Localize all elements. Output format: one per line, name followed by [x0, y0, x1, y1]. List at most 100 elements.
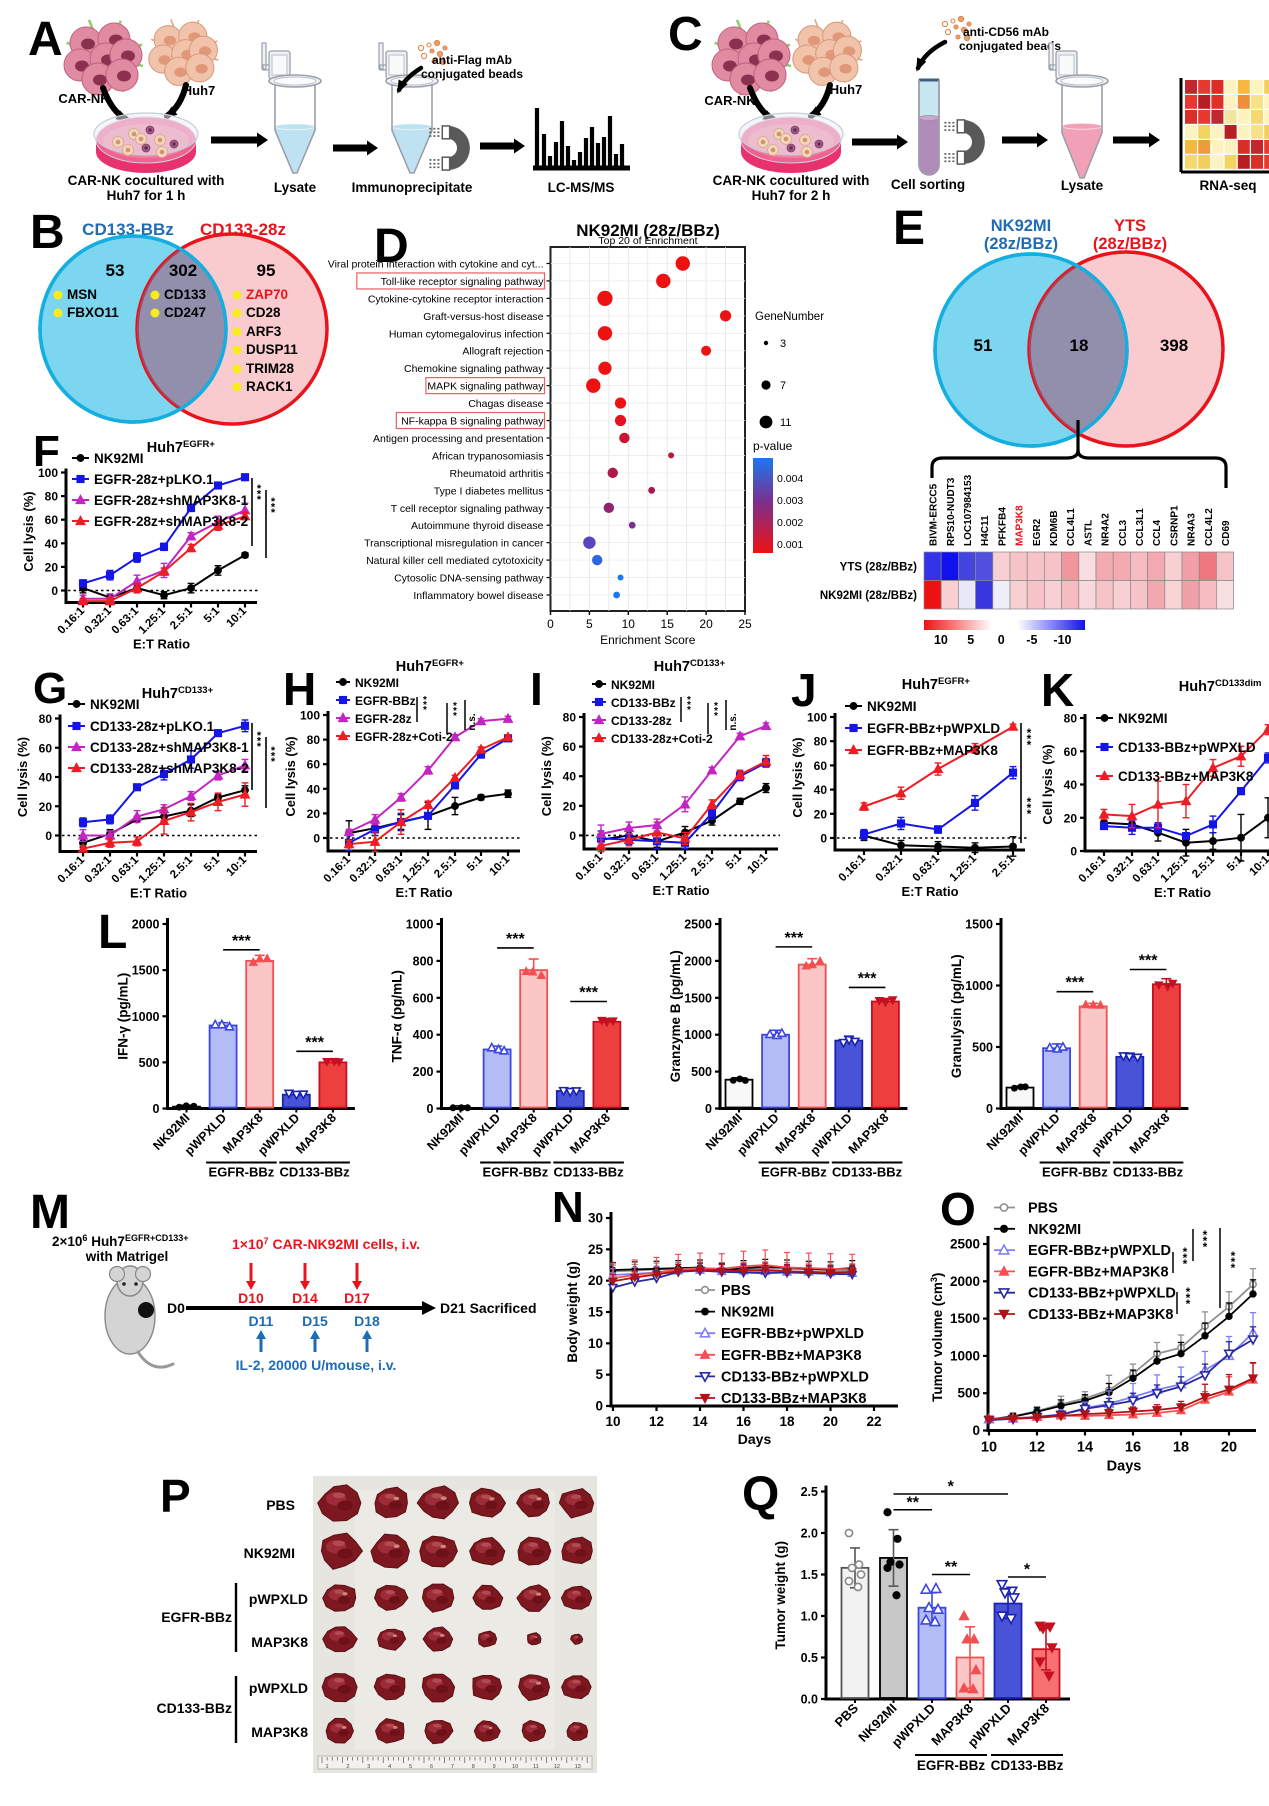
- svg-text:EGFR-28z: EGFR-28z: [355, 712, 412, 726]
- svg-text:Top 20 of Enrichment: Top 20 of Enrichment: [598, 235, 697, 247]
- svg-text:60: 60: [307, 758, 321, 772]
- svg-text:CD133-BBz: CD133-BBz: [1113, 1165, 1184, 1180]
- svg-text:95: 95: [257, 261, 276, 280]
- svg-text:NK92MI: NK92MI: [1028, 1222, 1081, 1238]
- svg-text:CAR-NK cocultured with: CAR-NK cocultured with: [713, 173, 870, 188]
- svg-text:60: 60: [563, 740, 577, 754]
- svg-text:Cell lysis (%): Cell lysis (%): [1040, 744, 1055, 824]
- svg-text:Type I diabetes mellitus: Type I diabetes mellitus: [434, 485, 544, 497]
- svg-text:Rheumatoid arthritis: Rheumatoid arthritis: [450, 468, 544, 480]
- svg-text:0: 0: [1070, 845, 1077, 859]
- svg-text:B: B: [30, 206, 65, 259]
- svg-text:CCL4L2: CCL4L2: [1204, 508, 1215, 546]
- svg-text:***: ***: [1139, 953, 1158, 970]
- svg-text:CAR-NK: CAR-NK: [58, 91, 110, 106]
- svg-text:n.s.: n.s.: [728, 713, 739, 730]
- svg-text:PFKFB4: PFKFB4: [997, 507, 1008, 546]
- svg-text:18: 18: [1173, 1440, 1189, 1456]
- svg-text:CD133-BBz: CD133-BBz: [611, 696, 676, 710]
- svg-text:ASTL: ASTL: [1083, 520, 1094, 546]
- svg-text:0.001: 0.001: [777, 539, 803, 551]
- svg-text:60: 60: [1064, 745, 1078, 759]
- svg-text:*: *: [423, 705, 427, 716]
- svg-text:10: 10: [934, 633, 948, 647]
- svg-text:*: *: [1186, 1285, 1191, 1299]
- svg-text:TNF-α (pg/mL): TNF-α (pg/mL): [390, 970, 405, 1062]
- svg-text:p-value: p-value: [753, 439, 793, 453]
- svg-text:*: *: [1027, 801, 1032, 815]
- svg-text:0: 0: [972, 1423, 980, 1438]
- svg-text:*: *: [257, 489, 262, 501]
- svg-text:*: *: [271, 507, 276, 519]
- svg-text:Autoimmune thyroid disease: Autoimmune thyroid disease: [411, 520, 544, 532]
- svg-text:L: L: [98, 906, 127, 959]
- svg-text:25: 25: [588, 1242, 604, 1257]
- svg-text:CD247: CD247: [164, 305, 206, 320]
- svg-text:0: 0: [51, 584, 58, 598]
- svg-text:*: *: [257, 730, 262, 742]
- svg-text:14: 14: [692, 1414, 708, 1429]
- svg-text:DUSP11: DUSP11: [246, 342, 298, 357]
- svg-text:60: 60: [39, 741, 53, 755]
- svg-text:NK92MI: NK92MI: [90, 697, 140, 712]
- svg-text:E:T Ratio: E:T Ratio: [901, 884, 958, 899]
- svg-text:EGFR-BBz+MAP3K8: EGFR-BBz+MAP3K8: [721, 1348, 862, 1364]
- svg-text:1500: 1500: [132, 964, 160, 978]
- svg-text:20: 20: [699, 617, 713, 631]
- svg-text:15: 15: [661, 617, 675, 631]
- svg-text:0.0: 0.0: [801, 1693, 818, 1707]
- svg-text:-5: -5: [1026, 633, 1037, 647]
- svg-text:KDM6B: KDM6B: [1049, 510, 1060, 546]
- svg-text:*: *: [257, 741, 262, 753]
- svg-text:1500: 1500: [950, 1311, 980, 1326]
- svg-text:Huh7 for 1 h: Huh7 for 1 h: [107, 188, 186, 203]
- svg-text:10: 10: [512, 1764, 518, 1770]
- svg-text:Antigen processing and present: Antigen processing and presentation: [373, 433, 544, 445]
- svg-text:CD133-BBz+pWPXLD: CD133-BBz+pWPXLD: [1028, 1286, 1176, 1302]
- svg-text:0: 0: [986, 1102, 993, 1116]
- svg-text:18: 18: [779, 1414, 795, 1429]
- svg-text:12: 12: [649, 1414, 664, 1429]
- svg-text:0.004: 0.004: [777, 473, 803, 485]
- svg-text:EGFR-BBz+pWPXLD: EGFR-BBz+pWPXLD: [1028, 1243, 1171, 1259]
- svg-text:E:T Ratio: E:T Ratio: [1154, 885, 1211, 900]
- svg-text:D15: D15: [302, 1313, 328, 1329]
- svg-text:PBS: PBS: [1028, 1201, 1058, 1217]
- svg-text:*: *: [714, 701, 718, 712]
- svg-text:E:T Ratio: E:T Ratio: [395, 885, 452, 900]
- svg-text:80: 80: [39, 712, 53, 726]
- svg-text:7: 7: [451, 1764, 454, 1770]
- svg-text:CD133: CD133: [164, 287, 207, 302]
- svg-text:13: 13: [575, 1764, 581, 1770]
- svg-text:5: 5: [595, 1367, 603, 1382]
- svg-text:CD133-28z+Coti-2: CD133-28z+Coti-2: [611, 732, 713, 746]
- svg-text:100: 100: [807, 711, 827, 725]
- svg-text:*: *: [1183, 1251, 1188, 1265]
- svg-text:Lysate: Lysate: [274, 180, 317, 195]
- svg-text:CCL3: CCL3: [1118, 519, 1129, 546]
- svg-text:0: 0: [153, 1102, 160, 1116]
- svg-text:500: 500: [957, 1386, 980, 1401]
- svg-text:500: 500: [972, 1041, 993, 1055]
- svg-text:2000: 2000: [132, 918, 160, 932]
- svg-text:CCL3L1: CCL3L1: [1135, 508, 1146, 546]
- svg-text:n.s.: n.s.: [467, 713, 478, 730]
- svg-text:0: 0: [45, 829, 52, 843]
- svg-text:CD133-28z+shMAP3K8-2: CD133-28z+shMAP3K8-2: [90, 761, 249, 776]
- svg-text:P: P: [160, 1470, 191, 1522]
- svg-text:Huh7: Huh7: [1179, 679, 1215, 695]
- svg-text:IFN-γ (pg/mL): IFN-γ (pg/mL): [116, 973, 131, 1060]
- svg-text:20: 20: [588, 1273, 603, 1288]
- svg-text:0.5: 0.5: [801, 1651, 818, 1665]
- svg-text:MAP3K8: MAP3K8: [1015, 505, 1026, 546]
- svg-text:Human cytomegalovirus infectio: Human cytomegalovirus infection: [389, 328, 544, 340]
- svg-text:***: ***: [858, 970, 877, 987]
- svg-text:Toll-like receptor signaling p: Toll-like receptor signaling pathway: [381, 276, 545, 288]
- svg-text:CCL4: CCL4: [1152, 519, 1163, 546]
- svg-text:0.002: 0.002: [777, 517, 803, 529]
- svg-text:EGFR+: EGFR+: [432, 658, 464, 669]
- svg-text:CD133-BBz: CD133-BBz: [82, 220, 174, 239]
- svg-text:Viral protein interaction with: Viral protein interaction with cytokine …: [328, 259, 544, 271]
- svg-text:PBS: PBS: [266, 1497, 295, 1513]
- svg-text:CD133-28z+shMAP3K8-1: CD133-28z+shMAP3K8-1: [90, 740, 249, 755]
